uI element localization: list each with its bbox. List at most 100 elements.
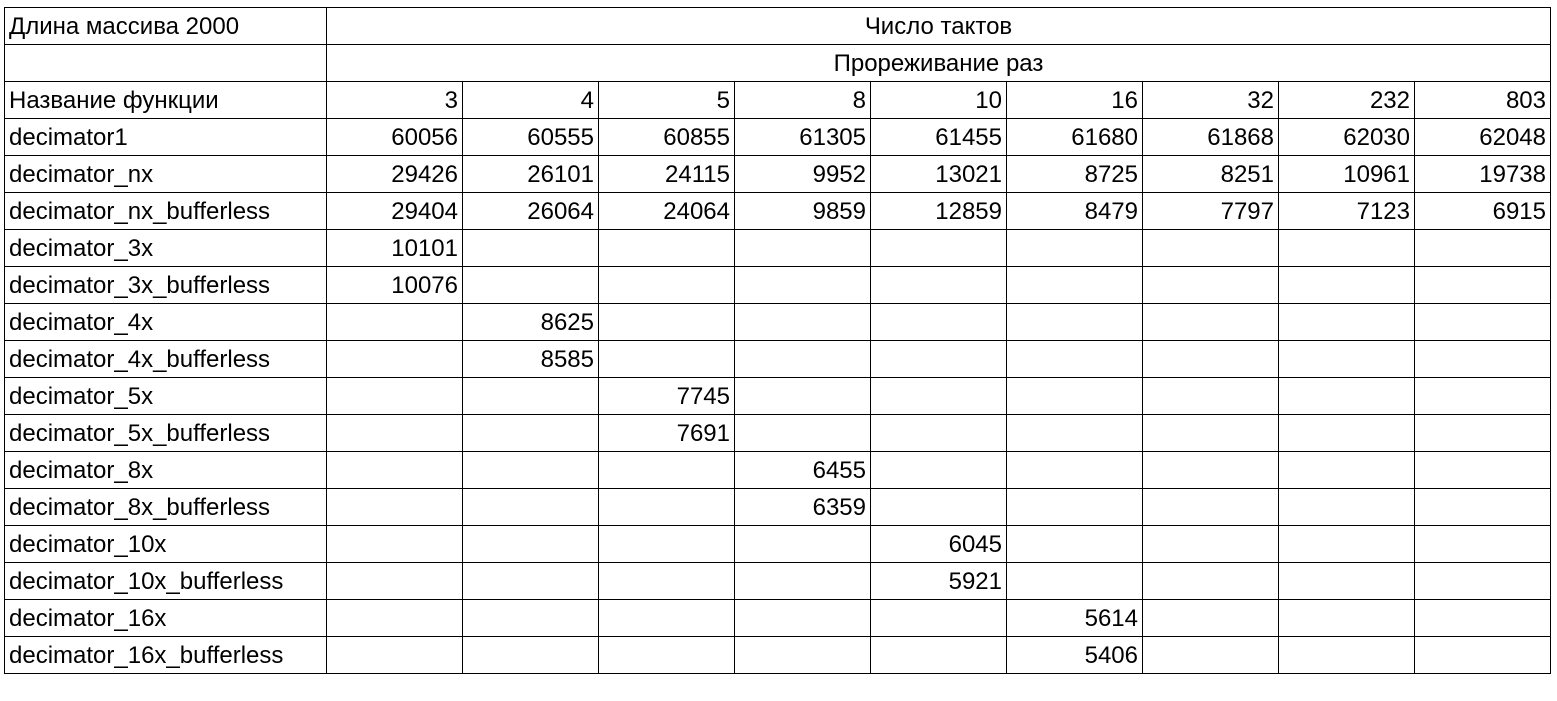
value-cell[interactable]	[1006, 488, 1143, 526]
value-cell[interactable]	[1278, 599, 1415, 637]
name-header-cell[interactable]: Название функции	[4, 81, 327, 119]
factor-header-cell[interactable]: 232	[1278, 81, 1415, 119]
value-cell[interactable]	[1278, 451, 1415, 489]
value-cell[interactable]	[1414, 340, 1551, 378]
function-name-cell[interactable]: decimator_3x	[4, 229, 327, 267]
value-cell[interactable]: 61680	[1006, 118, 1143, 156]
value-cell[interactable]: 5921	[870, 562, 1007, 600]
value-cell[interactable]: 8625	[462, 303, 599, 341]
factor-header-cell[interactable]: 3	[326, 81, 463, 119]
value-cell[interactable]	[1142, 266, 1279, 304]
value-cell[interactable]	[326, 377, 463, 415]
value-cell[interactable]	[462, 414, 599, 452]
factor-header-cell[interactable]: 803	[1414, 81, 1551, 119]
value-cell[interactable]	[870, 303, 1007, 341]
value-cell[interactable]	[1414, 599, 1551, 637]
value-cell[interactable]	[1142, 303, 1279, 341]
value-cell[interactable]: 61455	[870, 118, 1007, 156]
value-cell[interactable]	[462, 377, 599, 415]
value-cell[interactable]: 60555	[462, 118, 599, 156]
value-cell[interactable]	[1278, 340, 1415, 378]
value-cell[interactable]	[1006, 377, 1143, 415]
value-cell[interactable]: 8585	[462, 340, 599, 378]
value-cell[interactable]: 29404	[326, 192, 463, 230]
value-cell[interactable]	[1142, 488, 1279, 526]
value-cell[interactable]: 7745	[598, 377, 735, 415]
value-cell[interactable]: 8251	[1142, 155, 1279, 193]
value-cell[interactable]	[870, 229, 1007, 267]
value-cell[interactable]	[598, 303, 735, 341]
value-cell[interactable]	[1006, 451, 1143, 489]
value-cell[interactable]	[598, 451, 735, 489]
value-cell[interactable]	[870, 451, 1007, 489]
value-cell[interactable]: 24064	[598, 192, 735, 230]
value-cell[interactable]	[1278, 266, 1415, 304]
value-cell[interactable]	[870, 340, 1007, 378]
value-cell[interactable]	[1414, 414, 1551, 452]
factor-header-cell[interactable]: 10	[870, 81, 1007, 119]
value-cell[interactable]: 8725	[1006, 155, 1143, 193]
function-name-cell[interactable]: decimator_4x	[4, 303, 327, 341]
value-cell[interactable]	[1278, 562, 1415, 600]
value-cell[interactable]	[326, 303, 463, 341]
factor-header-cell[interactable]: 4	[462, 81, 599, 119]
empty-header-cell[interactable]	[4, 44, 327, 82]
value-cell[interactable]	[734, 414, 871, 452]
value-cell[interactable]: 10961	[1278, 155, 1415, 193]
value-cell[interactable]	[1278, 488, 1415, 526]
value-cell[interactable]	[1278, 377, 1415, 415]
function-name-cell[interactable]: decimator_10x	[4, 525, 327, 563]
value-cell[interactable]	[1414, 562, 1551, 600]
value-cell[interactable]: 62030	[1278, 118, 1415, 156]
value-cell[interactable]	[1006, 562, 1143, 600]
value-cell[interactable]	[870, 266, 1007, 304]
value-cell[interactable]	[598, 636, 735, 674]
value-cell[interactable]: 6455	[734, 451, 871, 489]
value-cell[interactable]: 5614	[1006, 599, 1143, 637]
function-name-cell[interactable]: decimator_10x_bufferless	[4, 562, 327, 600]
value-cell[interactable]	[734, 525, 871, 563]
function-name-cell[interactable]: decimator_nx	[4, 155, 327, 193]
value-cell[interactable]	[734, 636, 871, 674]
value-cell[interactable]	[870, 414, 1007, 452]
function-name-cell[interactable]: decimator_5x_bufferless	[4, 414, 327, 452]
value-cell[interactable]	[326, 451, 463, 489]
function-name-cell[interactable]: decimator_5x	[4, 377, 327, 415]
value-cell[interactable]	[462, 636, 599, 674]
value-cell[interactable]	[598, 229, 735, 267]
value-cell[interactable]	[326, 340, 463, 378]
value-cell[interactable]	[598, 266, 735, 304]
value-cell[interactable]: 29426	[326, 155, 463, 193]
value-cell[interactable]: 7123	[1278, 192, 1415, 230]
value-cell[interactable]	[1414, 488, 1551, 526]
value-cell[interactable]	[870, 377, 1007, 415]
value-cell[interactable]	[1006, 340, 1143, 378]
function-name-cell[interactable]: decimator_8x	[4, 451, 327, 489]
value-cell[interactable]: 7691	[598, 414, 735, 452]
function-name-cell[interactable]: decimator_3x_bufferless	[4, 266, 327, 304]
value-cell[interactable]	[462, 266, 599, 304]
factor-header-cell[interactable]: 8	[734, 81, 871, 119]
value-cell[interactable]	[870, 488, 1007, 526]
value-cell[interactable]	[598, 599, 735, 637]
value-cell[interactable]	[1278, 303, 1415, 341]
value-cell[interactable]	[326, 599, 463, 637]
value-cell[interactable]	[1006, 525, 1143, 563]
sub-header-cell[interactable]: Прореживание раз	[326, 44, 1551, 82]
function-name-cell[interactable]: decimator_4x_bufferless	[4, 340, 327, 378]
value-cell[interactable]	[1006, 266, 1143, 304]
value-cell[interactable]	[462, 451, 599, 489]
value-cell[interactable]	[598, 488, 735, 526]
value-cell[interactable]: 7797	[1142, 192, 1279, 230]
value-cell[interactable]: 6359	[734, 488, 871, 526]
value-cell[interactable]: 10076	[326, 266, 463, 304]
function-name-cell[interactable]: decimator_16x_bufferless	[4, 636, 327, 674]
value-cell[interactable]	[462, 562, 599, 600]
value-cell[interactable]	[1142, 636, 1279, 674]
value-cell[interactable]	[598, 562, 735, 600]
value-cell[interactable]: 13021	[870, 155, 1007, 193]
value-cell[interactable]	[462, 488, 599, 526]
value-cell[interactable]: 6915	[1414, 192, 1551, 230]
group-header-cell[interactable]: Число тактов	[326, 7, 1551, 45]
value-cell[interactable]	[462, 525, 599, 563]
